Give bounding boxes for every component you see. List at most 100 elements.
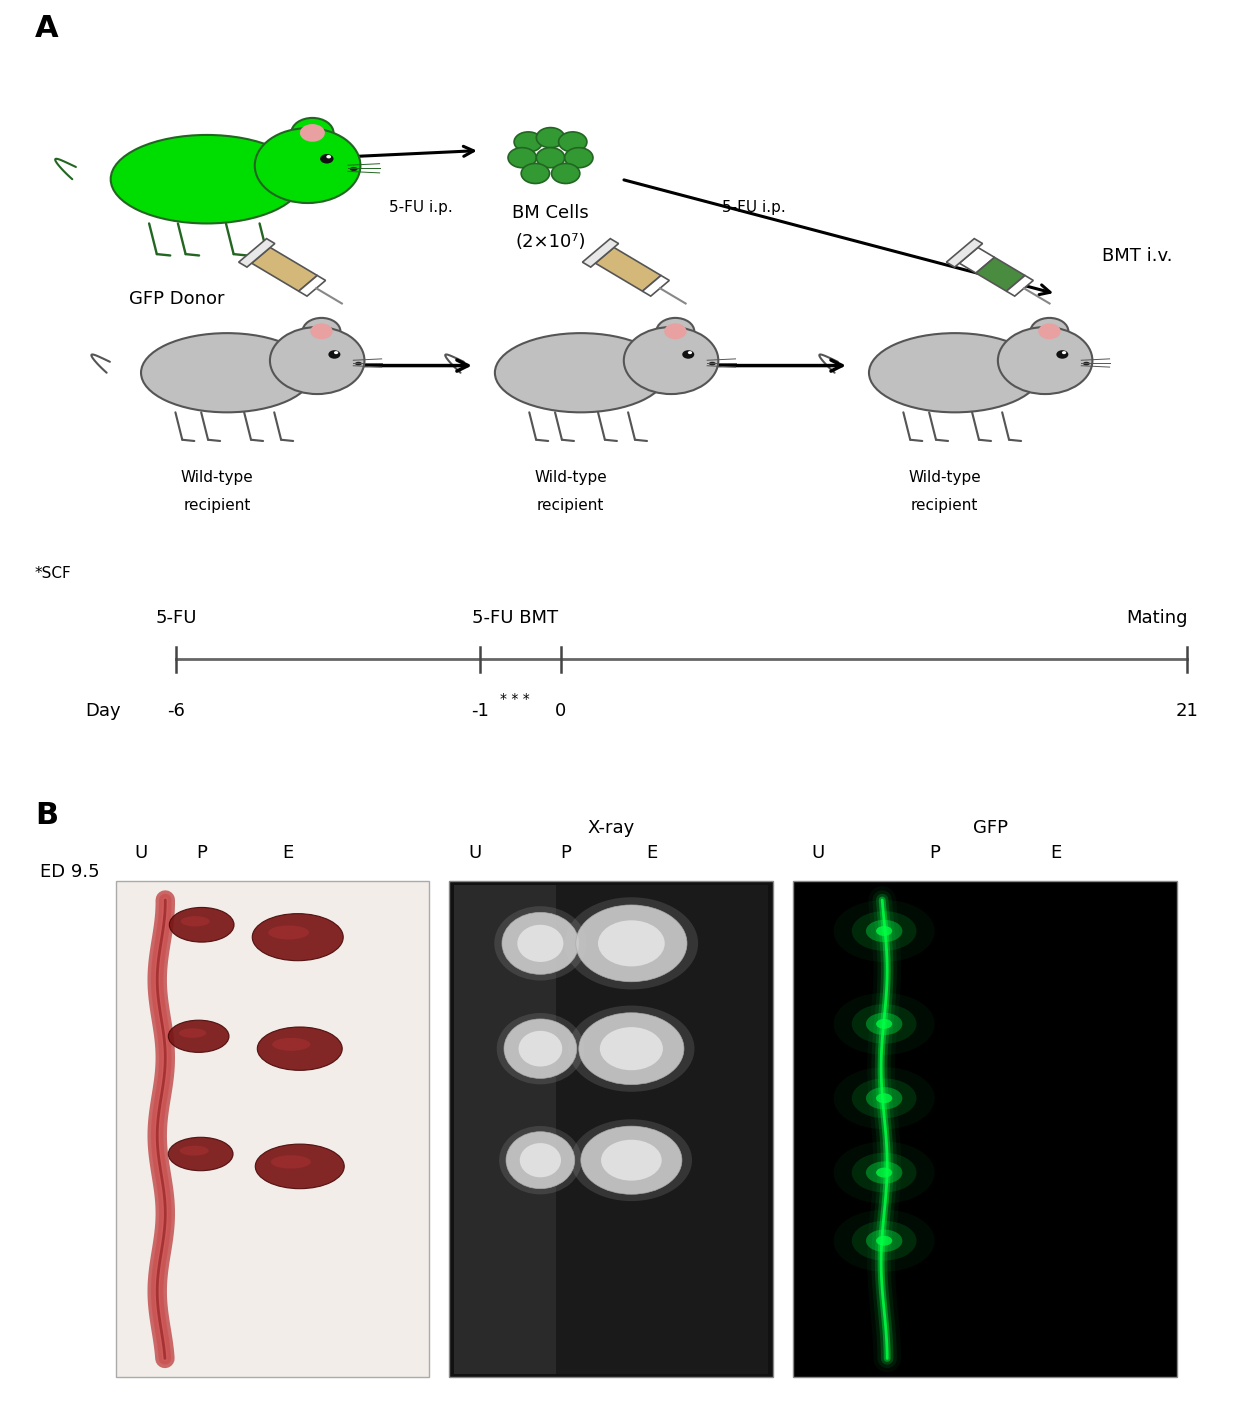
- Ellipse shape: [350, 168, 358, 170]
- Ellipse shape: [1083, 362, 1089, 366]
- Circle shape: [1056, 351, 1068, 359]
- Circle shape: [1062, 351, 1066, 355]
- Circle shape: [536, 148, 565, 168]
- Text: Wild-type: Wild-type: [181, 469, 254, 484]
- Circle shape: [302, 318, 340, 345]
- Ellipse shape: [517, 925, 563, 962]
- Circle shape: [877, 1093, 893, 1104]
- Circle shape: [255, 128, 360, 203]
- Circle shape: [688, 351, 692, 355]
- Text: -1: -1: [470, 703, 489, 721]
- Ellipse shape: [499, 1126, 582, 1194]
- Ellipse shape: [355, 362, 361, 366]
- Circle shape: [877, 1167, 893, 1177]
- Polygon shape: [959, 248, 994, 273]
- Ellipse shape: [271, 1155, 311, 1169]
- Circle shape: [865, 919, 903, 942]
- Text: * * *: * * *: [500, 691, 530, 705]
- Text: recipient: recipient: [911, 498, 978, 513]
- Ellipse shape: [168, 1138, 233, 1170]
- FancyBboxPatch shape: [794, 881, 1177, 1377]
- Ellipse shape: [181, 917, 209, 926]
- Text: P: P: [930, 845, 940, 862]
- Circle shape: [291, 118, 333, 148]
- Ellipse shape: [579, 1012, 683, 1084]
- Circle shape: [514, 132, 542, 152]
- Circle shape: [852, 1153, 916, 1193]
- Text: -6: -6: [167, 703, 186, 721]
- Ellipse shape: [170, 907, 234, 942]
- Ellipse shape: [576, 905, 687, 981]
- FancyBboxPatch shape: [449, 881, 773, 1377]
- FancyBboxPatch shape: [454, 884, 556, 1374]
- Ellipse shape: [272, 1038, 311, 1050]
- Ellipse shape: [269, 925, 310, 939]
- Circle shape: [558, 132, 587, 152]
- Ellipse shape: [110, 135, 303, 224]
- Text: U: U: [468, 845, 482, 862]
- FancyBboxPatch shape: [556, 884, 768, 1374]
- Text: 5-FU BMT: 5-FU BMT: [472, 610, 558, 627]
- Text: 0: 0: [555, 703, 566, 721]
- Polygon shape: [298, 276, 326, 296]
- Circle shape: [833, 1067, 935, 1129]
- Circle shape: [328, 351, 340, 359]
- Polygon shape: [251, 248, 317, 291]
- Circle shape: [877, 926, 893, 936]
- Text: ED 9.5: ED 9.5: [40, 863, 99, 881]
- Circle shape: [682, 351, 695, 359]
- Circle shape: [521, 163, 550, 183]
- Circle shape: [877, 1236, 893, 1246]
- Circle shape: [833, 1142, 935, 1204]
- Ellipse shape: [255, 1145, 344, 1188]
- Ellipse shape: [180, 1028, 207, 1038]
- Ellipse shape: [494, 907, 587, 980]
- Circle shape: [311, 324, 333, 339]
- Text: GFP: GFP: [973, 819, 1008, 838]
- Polygon shape: [239, 238, 275, 268]
- FancyBboxPatch shape: [116, 881, 430, 1377]
- Circle shape: [536, 128, 565, 148]
- Text: A: A: [35, 14, 58, 44]
- Text: E: E: [282, 845, 293, 862]
- Text: U: U: [135, 845, 147, 862]
- Text: U: U: [812, 845, 825, 862]
- Circle shape: [852, 1079, 916, 1118]
- Circle shape: [656, 318, 695, 345]
- Polygon shape: [946, 238, 983, 268]
- Circle shape: [665, 324, 687, 339]
- Text: E: E: [1050, 845, 1062, 862]
- Text: 5-FU i.p.: 5-FU i.p.: [389, 200, 452, 215]
- Ellipse shape: [504, 1019, 577, 1079]
- Text: recipient: recipient: [537, 498, 604, 513]
- Ellipse shape: [168, 1021, 229, 1052]
- Text: 21: 21: [1176, 703, 1198, 721]
- Ellipse shape: [568, 1005, 695, 1091]
- Circle shape: [833, 900, 935, 962]
- Polygon shape: [582, 238, 619, 268]
- Text: BM Cells: BM Cells: [513, 204, 589, 222]
- Circle shape: [321, 153, 333, 163]
- Circle shape: [833, 1209, 935, 1271]
- Text: recipient: recipient: [183, 498, 250, 513]
- Ellipse shape: [565, 897, 698, 990]
- Ellipse shape: [520, 1143, 561, 1177]
- Circle shape: [865, 1087, 903, 1110]
- Circle shape: [300, 124, 324, 142]
- Polygon shape: [976, 258, 1025, 291]
- Circle shape: [270, 327, 364, 394]
- Circle shape: [865, 1012, 903, 1035]
- Text: BMT i.v.: BMT i.v.: [1102, 248, 1172, 265]
- Circle shape: [508, 148, 536, 168]
- Circle shape: [334, 351, 338, 355]
- Text: B: B: [35, 801, 58, 829]
- Text: *SCF: *SCF: [35, 566, 72, 582]
- Ellipse shape: [496, 1012, 584, 1084]
- Circle shape: [551, 163, 579, 183]
- Circle shape: [852, 911, 916, 950]
- Text: Wild-type: Wild-type: [535, 469, 607, 484]
- Text: Day: Day: [85, 703, 121, 721]
- Text: 5-FU i.p.: 5-FU i.p.: [723, 200, 786, 215]
- Ellipse shape: [571, 1119, 692, 1201]
- Ellipse shape: [180, 1146, 209, 1156]
